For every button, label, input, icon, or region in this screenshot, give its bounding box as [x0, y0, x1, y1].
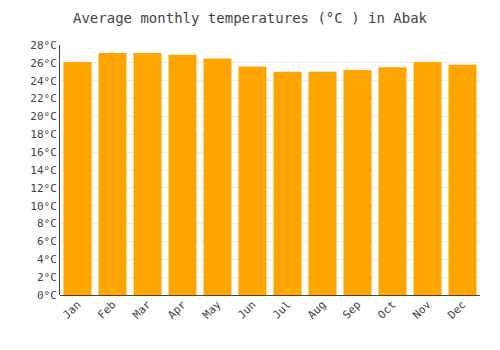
- svg-text:28°C: 28°C: [30, 39, 57, 52]
- svg-text:20°C: 20°C: [30, 110, 57, 123]
- svg-text:24°C: 24°C: [30, 75, 57, 88]
- svg-text:10°C: 10°C: [30, 200, 57, 213]
- svg-text:2°C: 2°C: [37, 271, 57, 284]
- svg-text:Feb: Feb: [95, 298, 118, 321]
- svg-text:May: May: [200, 298, 224, 322]
- svg-text:Dec: Dec: [445, 298, 468, 321]
- svg-text:0°C: 0°C: [37, 289, 57, 302]
- svg-text:Average monthly temperatures (: Average monthly temperatures (°C ) in Ab…: [73, 10, 428, 26]
- svg-text:Aug: Aug: [305, 298, 328, 321]
- svg-text:Jan: Jan: [60, 298, 83, 321]
- svg-text:16°C: 16°C: [30, 146, 57, 159]
- svg-text:8°C: 8°C: [37, 217, 57, 230]
- svg-text:6°C: 6°C: [37, 235, 57, 248]
- svg-text:4°C: 4°C: [37, 253, 57, 266]
- svg-text:Apr: Apr: [165, 298, 189, 322]
- svg-text:Jul: Jul: [270, 298, 293, 321]
- svg-text:12°C: 12°C: [30, 182, 57, 195]
- svg-text:22°C: 22°C: [30, 92, 57, 105]
- svg-text:Nov: Nov: [410, 298, 434, 322]
- svg-text:Mar: Mar: [130, 298, 154, 322]
- svg-text:Oct: Oct: [375, 298, 398, 321]
- svg-text:Sep: Sep: [340, 298, 363, 321]
- svg-text:26°C: 26°C: [30, 57, 57, 70]
- svg-text:14°C: 14°C: [30, 164, 57, 177]
- svg-text:18°C: 18°C: [30, 128, 57, 141]
- svg-text:Jun: Jun: [235, 298, 258, 321]
